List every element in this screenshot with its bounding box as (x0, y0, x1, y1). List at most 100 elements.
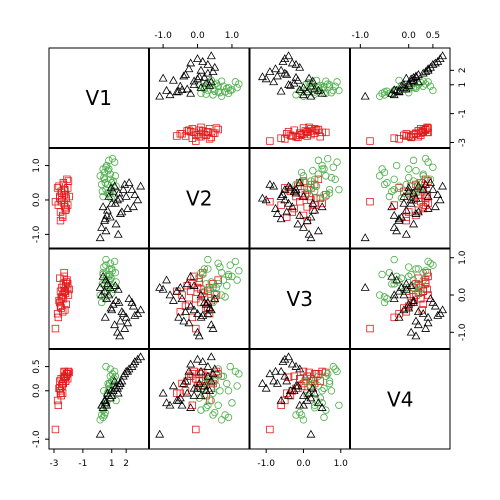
point-triangle-17-v3-v1 (111, 296, 121, 304)
point-triangle-2-v1-v3 (302, 87, 312, 96)
point-triangle-24-v1-v2 (184, 64, 194, 73)
point-square-28-v1-v3 (303, 132, 311, 140)
point-triangle-28-v2-v3 (295, 210, 305, 219)
point-circle-11-v2-v4 (375, 172, 384, 180)
point-circle-2-v2-v3 (325, 185, 334, 194)
point-circle-6-v3-v2 (219, 276, 228, 284)
tick-label-left-v2: 0.0 (32, 193, 42, 208)
point-triangle-11-v3-v2 (210, 294, 220, 302)
point-square-7-v1-v3 (277, 134, 285, 142)
point-circle-26-v3-v2 (204, 255, 212, 264)
point-triangle-30-v3-v1 (95, 282, 105, 291)
point-circle-9-v4-v1 (102, 362, 110, 371)
tick-label-top-v4: 0.5 (426, 31, 440, 41)
point-circle-9-v4-v3 (329, 362, 338, 371)
point-triangle-3-v2-v3 (276, 191, 286, 200)
point-triangle-4-v3-v2 (182, 279, 192, 288)
point-square-29-v3-v4 (423, 268, 431, 277)
point-circle-2-v3-v2 (204, 265, 212, 273)
point-square-5-v4-v3 (282, 389, 291, 397)
point-circle-16-v3-v1 (107, 274, 115, 282)
point-triangle-10-v1-v3 (261, 74, 271, 83)
point-triangle-5-v2-v4 (413, 181, 423, 190)
point-circle-21-v4-v2 (214, 365, 222, 373)
point-square-29-v3-v2 (198, 268, 207, 277)
point-triangle-21-v1-v3 (291, 59, 301, 68)
point-triangle-14-v1-v3 (289, 78, 299, 87)
point-triangle-3-v4-v2 (196, 366, 206, 375)
point-square-27-v3-v4 (418, 306, 426, 314)
point-triangle-23-v1-v2 (189, 76, 199, 85)
point-circle-3-v2-v4 (380, 180, 389, 189)
point-square-23-v1-v3 (281, 135, 289, 143)
point-square-18-v3-v1 (65, 285, 73, 294)
point-circle-10-v4-v2 (207, 396, 215, 405)
point-triangle-9-v4-v3 (306, 393, 316, 402)
point-triangle-28-v2-v1 (102, 210, 112, 219)
point-triangle-6-v1-v3 (287, 58, 297, 67)
point-circle-20-v3-v4 (388, 280, 396, 288)
point-circle-28-v2-v3 (320, 165, 328, 173)
point-circle-24-v3-v4 (402, 283, 410, 292)
point-triangle-20-v4-v2 (180, 376, 190, 385)
point-square-28-v4-v1 (56, 389, 65, 397)
point-triangle-8-v1-v2 (203, 68, 213, 77)
panel-v2-v4 (350, 148, 451, 249)
point-square-7-v4-v2 (188, 401, 197, 409)
tick-label-left-v4: 0.0 (32, 383, 42, 398)
point-triangle-18-v1-v2 (208, 67, 218, 76)
point-circle-4-v1-v3 (333, 78, 341, 86)
point-circle-26-v2-v3 (335, 185, 343, 194)
point-square-12-v4-v3 (314, 370, 323, 378)
point-circle-23-v2-v3 (322, 172, 330, 180)
point-circle-15-v1-v2 (223, 84, 231, 93)
point-circle-1-v3-v2 (224, 272, 233, 281)
point-square-12-v3-v2 (214, 276, 222, 284)
point-circle-25-v2-v3 (314, 156, 323, 165)
point-square-23-v2-v1 (53, 184, 62, 192)
point-circle-27-v2-v4 (414, 179, 423, 187)
point-triangle-26-v2-v1 (113, 229, 123, 238)
point-triangle-9-v2-v3 (306, 212, 316, 221)
point-triangle-4-v1-v3 (310, 84, 320, 93)
point-triangle-7-v3-v2 (165, 290, 175, 299)
point-triangle-18-v3-v4 (421, 323, 431, 332)
point-triangle-3-v1-v4 (423, 65, 433, 74)
tick-label-top-v2: 0.0 (190, 31, 205, 41)
point-triangle-20-v3-v4 (413, 307, 423, 316)
point-square-26-v2-v1 (58, 196, 66, 204)
tick-label-left-v4: -1.0 (32, 430, 42, 448)
point-circle-26-v3-v1 (102, 255, 110, 264)
point-triangle-31-v3-v2 (206, 305, 216, 314)
point-triangle-26-v2-v4 (401, 229, 411, 238)
point-square-21-v4-v3 (316, 377, 324, 385)
point-triangle-9-v3-v2 (175, 282, 185, 291)
point-triangle-2-v3-v1 (100, 286, 110, 295)
point-triangle-24-v3-v4 (423, 318, 433, 327)
point-circle-27-v4-v2 (211, 377, 219, 385)
point-circle-13-v4-v2 (235, 370, 243, 378)
point-triangle-25-v1-v3 (285, 80, 295, 89)
point-square-8-v1-v3 (307, 125, 315, 133)
point-triangle-27-v3-v4 (433, 310, 443, 319)
point-triangle-4-v3-v4 (401, 279, 411, 288)
point-triangle-17-v2-v4 (409, 219, 419, 228)
point-square-5-v2-v3 (282, 213, 291, 221)
point-triangle-27-v1-v3 (278, 57, 288, 65)
point-circle-25-v4-v2 (233, 382, 241, 390)
point-circle-17-v4-v1 (100, 387, 108, 395)
point-triangle-1-v1-v4 (409, 72, 419, 81)
point-circle-11-v4-v3 (299, 416, 308, 424)
point-square-6-v3-v1 (62, 278, 70, 286)
point-circle-10-v3-v1 (112, 278, 120, 286)
point-circle-8-v4-v2 (212, 382, 221, 390)
point-triangle-22-v3-v4 (394, 312, 404, 321)
point-square-11-v1-v3 (266, 137, 274, 145)
point-square-23-v4-v3 (281, 396, 289, 405)
point-circle-19-v3-v4 (392, 272, 401, 281)
point-circle-9-v2-v3 (329, 163, 338, 171)
point-square-21-v1-v3 (316, 133, 324, 141)
point-triangle-11-v4-v3 (295, 364, 305, 373)
point-triangle-17-v3-v2 (168, 296, 178, 304)
point-circle-20-v1-v2 (202, 90, 210, 98)
